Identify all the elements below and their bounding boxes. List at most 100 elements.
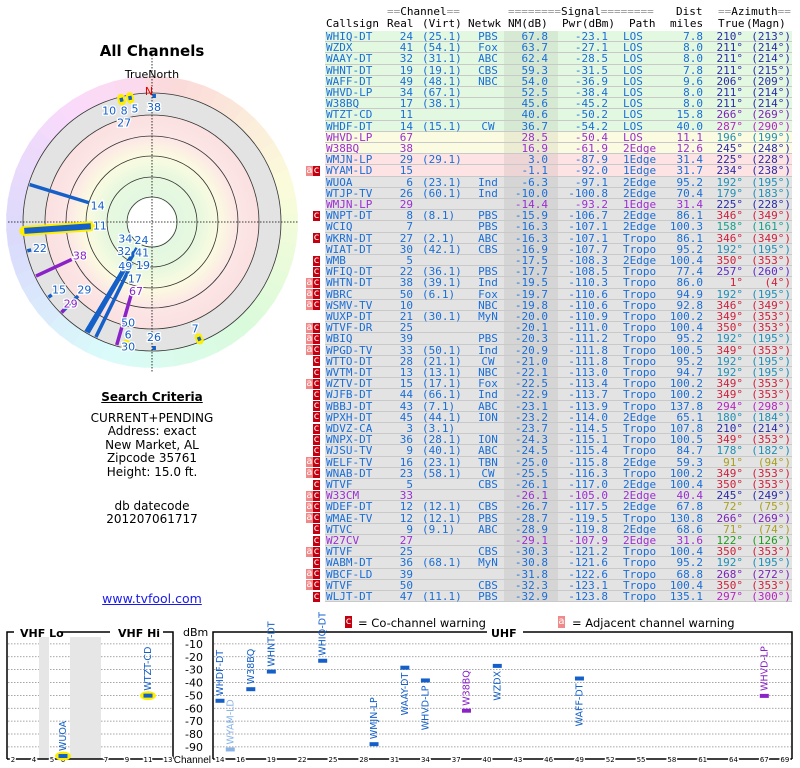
callsign[interactable]: WTVC [326, 522, 353, 536]
callsign[interactable]: W38BQ [326, 97, 360, 111]
signal-bar[interactable] [94, 262, 134, 338]
callsign[interactable]: W27CV [326, 534, 360, 547]
callsign[interactable]: WTJP-TV [326, 186, 373, 200]
table-row[interactable]: WMB 5 -17.5 -108.3 2Edge 100.4 350° (353°) [325, 254, 792, 267]
callsign[interactable]: WAAY-DT [326, 52, 373, 66]
callsign[interactable]: WNAB-DT [326, 466, 373, 480]
callsign[interactable]: WPXH-DT [326, 410, 373, 424]
table-row[interactable]: WVTM-DT 13 (13.1) NBC -22.1 -113.0 Tropo 94.7 19… [325, 366, 792, 379]
callsign[interactable]: WHIQ-DT [326, 30, 373, 43]
table-row[interactable]: WUXP-DT 21 (30.1) MyN -20.0 -110.9 Tropo 100.2 3… [325, 311, 792, 323]
table-row[interactable]: WTVF 5 CBS -26.1 -117.0 2Edge 100.4 350° (353°) [325, 479, 792, 491]
table-row[interactable]: WTZT-CD 11 40.6 -50.2 LOS 15.8 266° (269°) [325, 109, 792, 121]
table-row[interactable]: WMJN-LP 29 (29.1) 3.0 -87.9 1Edge 31.4 225° (228… [325, 154, 792, 166]
callsign[interactable]: W33CM [326, 489, 360, 503]
callsign[interactable]: WELF-TV [326, 455, 373, 469]
header-miles[interactable]: miles [670, 17, 704, 30]
table-row[interactable]: WBIQ 39 PBS -20.3 -111.2 Tropo 95.2 192° (195°) [325, 332, 792, 346]
signal-mark[interactable] [369, 742, 379, 747]
signal-mark[interactable] [58, 754, 68, 759]
table-row[interactable]: WMAE-TV 12 (12.1) PBS -28.7 -119.5 Tropo 130.8 2… [325, 512, 792, 524]
callsign[interactable]: WZDX [326, 41, 353, 55]
signal-mark[interactable] [143, 693, 153, 698]
header-callsign[interactable]: Callsign [326, 17, 379, 30]
table-row[interactable]: WLJT-DT 47 (11.1) PBS -32.9 -123.8 Tropo 135.1 2… [325, 591, 792, 603]
table-row[interactable]: WIAT-DT 30 (42.1) CBS -16.9 -107.7 Tropo 95.2 19… [325, 242, 792, 256]
callsign[interactable]: WMJN-LP [326, 198, 373, 211]
callsign[interactable]: WHNT-DT [326, 63, 373, 77]
table-row[interactable]: WABM-DT 36 (68.1) MyN -30.8 -121.6 Tropo 95.2 19… [325, 556, 792, 570]
table-row[interactable]: WYAM-LD 15 -1.1 -92.0 1Edge 31.7 234° (238°) [325, 164, 792, 178]
signal-mark[interactable] [492, 663, 502, 668]
signal-bar[interactable] [196, 336, 202, 342]
table-row[interactable]: WPXH-DT 45 (44.1) ION -23.2 -114.0 2Edge 65.1 18… [325, 410, 792, 424]
table-row[interactable]: WDEF-DT 12 (12.1) CBS -26.7 -117.5 2Edge 67.8 72… [325, 500, 792, 514]
signal-bar[interactable] [47, 293, 53, 299]
table-row[interactable]: WZDX 41 (54.1) Fox 63.7 -27.1 LOS 8.0 211° (214°) [325, 41, 792, 55]
callsign[interactable]: WTVF [326, 545, 353, 559]
callsign[interactable]: W38BQ [326, 142, 360, 155]
table-row[interactable]: W33CM 33 -26.1 -105.0 2Edge 40.4 245° (249°) [325, 489, 792, 503]
table-row[interactable]: WHIQ-DT 24 (25.1) PBS 67.8 -23.1 LOS 7.8 210° (21… [325, 30, 792, 43]
signal-mark[interactable] [266, 669, 276, 674]
table-row[interactable]: WBBJ-DT 43 (7.1) ABC -23.1 -113.9 Tropo 137.8 29… [325, 399, 792, 413]
callsign[interactable]: WFIQ-DT [326, 265, 373, 279]
callsign[interactable]: WYAM-LD [326, 164, 373, 178]
signal-bar[interactable] [123, 342, 128, 348]
signal-bar[interactable] [115, 293, 133, 346]
callsign[interactable]: WUOA [326, 175, 353, 189]
table-row[interactable]: W38BQ 17 (38.1) 45.6 -45.2 LOS 8.0 211° (214°) [325, 97, 792, 111]
signal-bar[interactable] [119, 97, 124, 103]
callsign[interactable]: WCIQ [326, 220, 353, 234]
callsign[interactable]: WVTM-DT [326, 366, 373, 379]
table-row[interactable]: WMJN-LP 29 -14.4 -93.2 1Edge 31.4 225° (228°) [325, 198, 792, 211]
callsign[interactable]: WHVD-LP [326, 86, 373, 99]
callsign[interactable]: WAFF-DT [326, 74, 373, 88]
table-row[interactable]: W38BQ 38 16.9 -61.9 2Edge 12.6 245° (248°) [325, 142, 792, 155]
callsign[interactable]: WABM-DT [326, 556, 373, 570]
header-magn[interactable]: (Magn) [746, 17, 786, 30]
signal-mark[interactable] [225, 747, 235, 752]
callsign[interactable]: WNPT-DT [326, 209, 373, 223]
callsign[interactable]: WSMV-TV [326, 298, 373, 312]
table-row[interactable]: WTVF 50 CBS -32.3 -123.1 Tropo 100.4 350° (353°) [325, 579, 792, 591]
callsign[interactable]: WMB [326, 254, 346, 267]
signal-mark[interactable] [246, 687, 256, 692]
signal-bar[interactable] [128, 95, 133, 101]
table-row[interactable]: WPGD-TV 33 (50.1) Ind -20.9 -111.8 Tropo 100.5 3… [325, 344, 792, 356]
table-row[interactable]: WCIQ 7 PBS -16.3 -107.1 2Edge 100.3 158° (161°) [325, 220, 792, 234]
signal-mark[interactable] [400, 665, 410, 670]
table-row[interactable]: WHNT-DT 19 (19.1) CBS 59.3 -31.5 LOS 7.8 211° (21… [325, 63, 792, 77]
callsign[interactable]: WDEF-DT [326, 500, 373, 514]
header-nm[interactable]: NM(dB) [508, 17, 548, 30]
callsign[interactable]: WIAT-DT [326, 242, 373, 256]
table-row[interactable]: WBRC 50 (6.1) Fox -19.7 -110.6 Tropo 94.9 192° (1… [325, 287, 792, 301]
table-row[interactable]: WTTO-DT 28 (21.1) CW -21.0 -111.8 Tropo 95.2 192… [325, 355, 792, 367]
callsign[interactable]: WJSU-TV [326, 444, 373, 458]
header-real[interactable]: Real [387, 17, 414, 30]
callsign[interactable]: WBBJ-DT [326, 399, 373, 413]
header-true[interactable]: True [718, 17, 745, 30]
table-row[interactable]: W27CV 27 -29.1 -107.9 2Edge 31.6 122° (126°) [325, 534, 792, 547]
table-row[interactable]: WKRN-DT 27 (2.1) ABC -16.3 -107.1 Tropo 86.1 346… [325, 232, 792, 244]
signal-bar[interactable] [26, 248, 32, 253]
callsign[interactable]: WHVD-LP [326, 130, 373, 144]
callsign[interactable]: WBIQ [326, 332, 353, 346]
callsign[interactable]: WTVF-DR [326, 321, 373, 335]
signal-bar[interactable] [60, 308, 66, 314]
table-row[interactable]: WHDF-DT 14 (15.1) CW 36.7 -54.2 LOS 40.0 287° (29… [325, 120, 792, 132]
signal-mark[interactable] [461, 708, 471, 713]
signal-bar[interactable] [35, 257, 73, 278]
callsign[interactable]: WNPX-DT [326, 433, 373, 447]
signal-mark[interactable] [574, 676, 584, 681]
table-row[interactable]: WFIQ-DT 22 (36.1) PBS -17.7 -108.5 Tropo 77.4 25… [325, 265, 792, 279]
table-row[interactable]: WJFB-DT 44 (66.1) Ind -22.9 -113.7 Tropo 100.2 3… [325, 389, 792, 401]
table-row[interactable]: WBCF-LD 39 -31.8 -122.6 Tropo 68.8 268° (272°) [325, 568, 792, 580]
table-row[interactable]: WNAB-DT 23 (58.1) CW -25.5 -116.3 Tropo 100.2 34… [325, 466, 792, 480]
table-row[interactable]: WSMV-TV 10 NBC -19.8 -110.6 Tropo 92.8 346° (349… [325, 298, 792, 312]
callsign[interactable]: WZTV-DT [326, 377, 373, 391]
table-row[interactable]: WNPT-DT 8 (8.1) PBS -15.9 -106.7 2Edge 86.1 346°… [325, 209, 792, 223]
table-row[interactable]: WTVF-DR 25 -20.1 -111.0 Tropo 100.4 350° (353°) [325, 321, 792, 335]
table-row[interactable]: WUOA 6 (23.1) Ind -6.3 -97.1 2Edge 95.2 192° (195… [325, 175, 792, 189]
callsign[interactable]: WBRC [326, 287, 353, 301]
